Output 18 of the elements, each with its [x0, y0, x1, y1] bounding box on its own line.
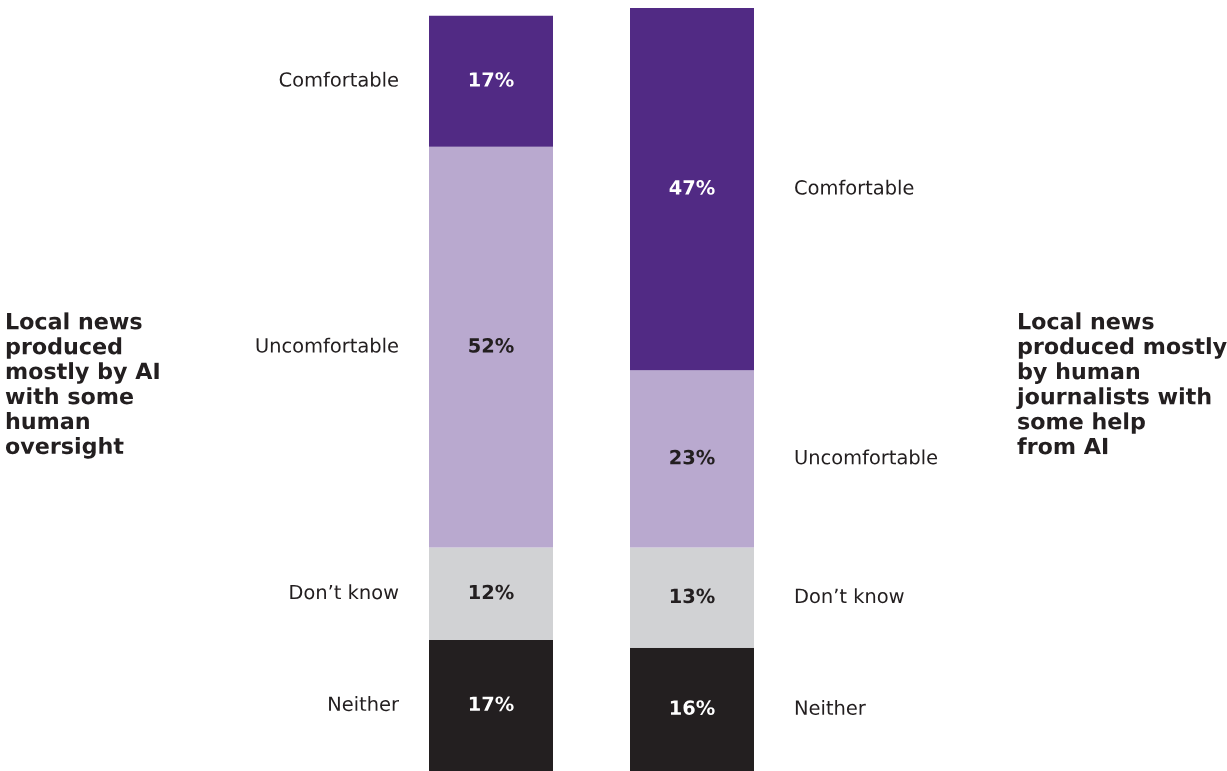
text: Uncomfortable [795, 449, 938, 465]
text: Don’t know [795, 588, 904, 604]
text: Neither [795, 699, 866, 715]
x-tick-label: Local news produced mostly by human journalists with some help from AI [1016, 312, 1227, 455]
data-label: 16% [670, 700, 715, 715]
data-label: 23% [670, 449, 715, 465]
data-label: 52% [469, 338, 514, 353]
data-label: 17% [469, 696, 514, 712]
data-label: 12% [469, 584, 514, 600]
data-label: 17% [469, 72, 514, 87]
data-label: 47% [669, 180, 715, 195]
series-label: Neither [329, 696, 399, 712]
x-tick-label: Local news produced mostly by AI with some human oversight [5, 312, 159, 459]
series-label: Don’t know [290, 584, 399, 600]
text: Comfortable [795, 179, 914, 195]
series-label: Comfortable [279, 71, 398, 87]
data-label: 13% [670, 588, 715, 604]
series-label: Uncomfortable [256, 337, 398, 353]
